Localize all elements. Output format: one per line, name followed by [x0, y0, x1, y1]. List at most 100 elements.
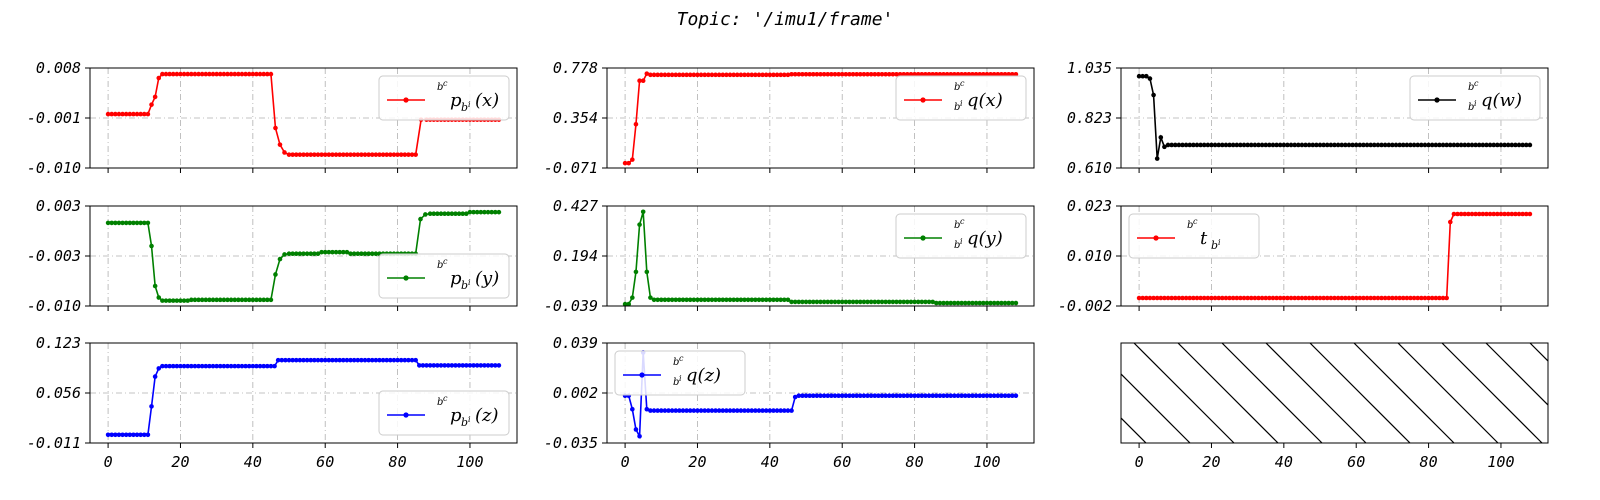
data-point [279, 357, 285, 363]
data-point [1487, 142, 1493, 148]
legend-sub: b [954, 240, 960, 251]
data-point [803, 299, 809, 305]
data-point [720, 72, 726, 78]
data-point [1165, 295, 1171, 301]
data-point [937, 71, 943, 77]
data-point [359, 251, 364, 256]
data-point [785, 297, 791, 303]
data-point [1002, 300, 1008, 306]
hatch-pattern [1121, 343, 1548, 443]
data-point [854, 71, 859, 77]
data-point [1162, 144, 1167, 150]
data-point [116, 111, 122, 117]
data-point [138, 111, 143, 117]
data-point [380, 357, 386, 363]
data-point [1314, 142, 1319, 148]
data-point [326, 152, 332, 157]
data-point [217, 363, 223, 369]
data-point [424, 363, 429, 368]
data-point [984, 300, 990, 306]
data-point [1364, 142, 1370, 148]
data-point [684, 408, 689, 413]
data-point [955, 393, 961, 399]
data-point [626, 160, 632, 166]
data-point [771, 72, 776, 78]
data-point [843, 71, 849, 77]
data-point [948, 393, 954, 399]
data-point [246, 297, 252, 303]
data-point [1162, 295, 1167, 301]
data-point [333, 152, 339, 157]
legend-subsup: i [960, 99, 963, 108]
data-point [680, 297, 686, 303]
data-point [478, 209, 484, 215]
data-point [633, 427, 639, 432]
data-point [955, 71, 961, 77]
data-point [1169, 142, 1174, 148]
data-point [1350, 142, 1355, 148]
data-point [113, 111, 118, 117]
data-point [261, 363, 266, 369]
data-point [695, 297, 700, 303]
data-point [1009, 300, 1015, 306]
data-point [293, 251, 299, 256]
data-point [337, 357, 342, 363]
data-point [1009, 393, 1015, 399]
data-point [662, 408, 668, 413]
data-point [1277, 295, 1283, 301]
data-point [257, 297, 263, 303]
data-point [1317, 295, 1323, 301]
data-point [406, 152, 411, 157]
data-point [839, 71, 845, 77]
data-point [1426, 142, 1431, 148]
data-point [322, 357, 328, 363]
data-point [185, 71, 191, 77]
data-point [351, 357, 357, 363]
data-point [673, 408, 679, 413]
data-point [152, 94, 158, 100]
data-point [734, 72, 740, 78]
legend-marker [403, 275, 409, 281]
data-point [167, 363, 172, 369]
data-point [199, 297, 205, 303]
data-point [658, 72, 664, 78]
legend-main: q(z) [686, 365, 721, 386]
data-point [1411, 295, 1417, 301]
data-point [275, 357, 281, 363]
data-point [1480, 211, 1486, 217]
legend-box [378, 390, 510, 436]
data-point [814, 71, 820, 77]
data-point [217, 71, 223, 77]
data-point [695, 72, 700, 78]
data-point [388, 152, 393, 157]
data-point [330, 357, 335, 363]
data-point [178, 71, 183, 77]
data-point [749, 408, 755, 413]
data-point [709, 408, 715, 413]
data-point [257, 71, 263, 77]
data-point [1151, 92, 1156, 98]
data-point [763, 72, 769, 78]
data-point [134, 220, 140, 226]
data-point [727, 72, 733, 78]
data-point [1002, 71, 1008, 77]
data-point [192, 363, 198, 369]
data-point [742, 72, 747, 78]
data-point [890, 299, 896, 305]
data-point [406, 357, 411, 363]
data-point [293, 357, 299, 363]
data-point [369, 357, 375, 363]
data-point [778, 297, 783, 303]
data-point [228, 71, 234, 77]
data-point [293, 152, 299, 157]
y-tick-label: -0.003 [27, 247, 81, 265]
hatch-line [1485, 343, 1548, 406]
data-point [1006, 71, 1011, 77]
data-point [1194, 295, 1200, 301]
data-point [1390, 295, 1395, 301]
x-tick-label: 80 [389, 453, 407, 471]
data-point [767, 72, 773, 78]
data-point [1248, 295, 1254, 301]
